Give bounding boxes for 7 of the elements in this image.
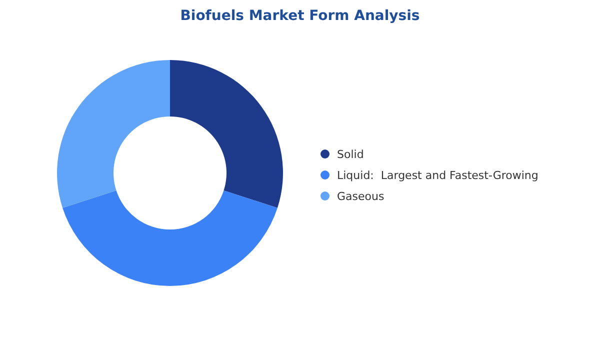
- donut-slice: [57, 60, 170, 208]
- donut-slice: [170, 60, 283, 208]
- donut-slice: [62, 190, 278, 286]
- legend-label: Liquid: Largest and Fastest-Growing: [337, 169, 538, 182]
- chart-title: Biofuels Market Form Analysis: [180, 8, 420, 24]
- legend-label: Gaseous: [337, 190, 384, 203]
- legend-label: Solid: [337, 148, 364, 161]
